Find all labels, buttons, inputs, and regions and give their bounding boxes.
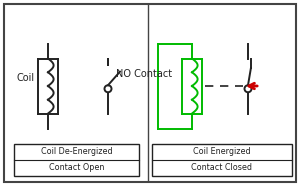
Text: Contact Open: Contact Open — [49, 163, 104, 172]
Bar — [14, 144, 139, 176]
Text: Coil De-Energized: Coil De-Energized — [41, 147, 112, 156]
Bar — [152, 144, 292, 176]
Text: Contact Closed: Contact Closed — [191, 163, 253, 172]
Text: Coil Energized: Coil Energized — [193, 147, 251, 156]
Text: NO Contact: NO Contact — [116, 69, 172, 79]
Text: Coil: Coil — [17, 73, 35, 83]
FancyBboxPatch shape — [4, 4, 296, 182]
